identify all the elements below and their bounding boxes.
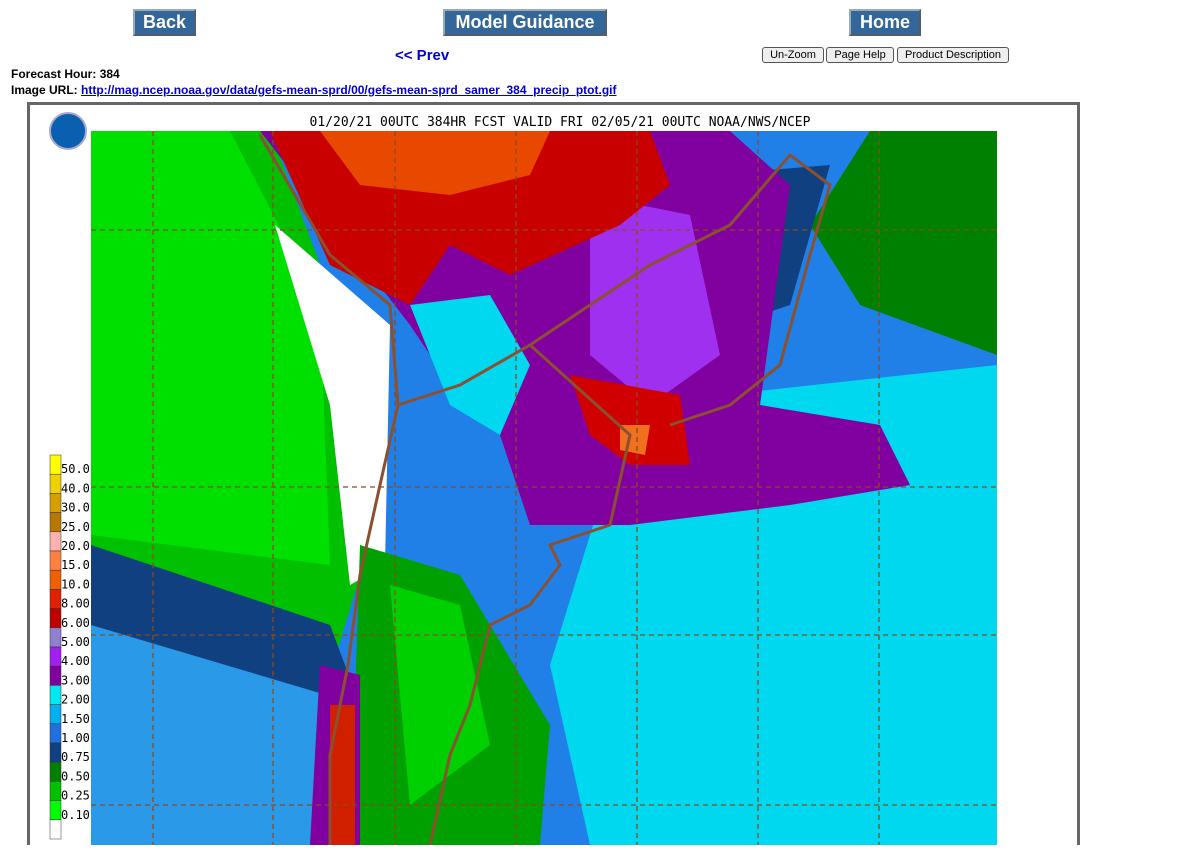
- legend-swatch: [49, 512, 62, 533]
- model-guidance-button[interactable]: Model Guidance: [443, 9, 607, 36]
- product-description-button[interactable]: Product Description: [897, 47, 1009, 63]
- legend-swatch: [49, 685, 62, 705]
- legend-label: 40.0: [61, 481, 90, 495]
- map-frame: 01/20/21 00UTC 384HR FCST VALID FRI 02/0…: [27, 102, 1080, 845]
- legend-label: 1.50: [61, 712, 90, 726]
- back-button[interactable]: Back: [133, 9, 196, 36]
- coastline: [258, 134, 832, 845]
- legend-label: 20.0: [61, 539, 90, 553]
- precip-field: [91, 131, 997, 845]
- legend-label: 0.25: [61, 789, 90, 803]
- legend-label: 5.00: [61, 635, 90, 649]
- legend-label: 0.75: [61, 750, 90, 764]
- legend-label: 6.00: [61, 616, 90, 630]
- legend-label: 0.10: [61, 808, 90, 822]
- legend-swatch: [49, 761, 62, 782]
- legend-swatch: [49, 550, 62, 571]
- legend-swatch: [49, 531, 62, 552]
- legend-label: 30.0: [61, 501, 90, 515]
- legend-swatch: [49, 608, 62, 629]
- legend-swatch: [49, 493, 62, 513]
- legend-label: 3.00: [61, 673, 90, 687]
- legend-label: 2.00: [61, 693, 90, 707]
- legend-swatch: [49, 723, 62, 744]
- label: Forecast Hour:: [11, 67, 97, 81]
- legend-swatch: [49, 704, 62, 725]
- legend-swatch: [49, 665, 62, 686]
- graticule: [91, 131, 997, 845]
- legend-label: 8.00: [61, 597, 90, 611]
- noaa-logo: [49, 112, 87, 150]
- legend: 50.0 40.0 30.0 25.0 20.0 15.0 10.0 8.00 6.00 5.00…: [49, 454, 90, 840]
- legend-label: 25.0: [61, 520, 90, 534]
- legend-label: 50.0: [61, 462, 90, 476]
- legend-label: 1.00: [61, 731, 90, 745]
- page-help-button[interactable]: Page Help: [826, 47, 894, 63]
- value: 384: [99, 67, 120, 81]
- legend-label: 4.00: [61, 654, 90, 668]
- legend-swatch: [49, 569, 62, 590]
- image-url: Image URL: http://mag.ncep.noaa.gov/data…: [11, 83, 617, 97]
- legend-swatch: [49, 454, 62, 475]
- map-title: 01/20/21 00UTC 384HR FCST VALID FRI 02/0…: [310, 115, 811, 130]
- legend-label: 10.0: [61, 577, 90, 591]
- legend-swatch: [49, 646, 62, 667]
- legend-swatch: [49, 627, 62, 648]
- legend-label: 0.50: [61, 769, 90, 783]
- map-image: 01/20/21 00UTC 384HR FCST VALID FRI 02/0…: [49, 112, 997, 845]
- legend-label: 15.0: [61, 558, 90, 572]
- label: Image URL:: [11, 83, 78, 97]
- forecast-hour: Forecast Hour: 384: [11, 67, 120, 81]
- legend-swatch: [49, 742, 62, 763]
- legend-swatch: [49, 800, 62, 821]
- legend-swatch-none: [49, 819, 62, 840]
- unzoom-button[interactable]: Un-Zoom: [762, 47, 824, 63]
- legend-swatch: [49, 589, 62, 609]
- home-button[interactable]: Home: [849, 9, 921, 36]
- legend-swatch: [49, 473, 62, 494]
- prev-link[interactable]: << Prev: [395, 47, 450, 64]
- url-link[interactable]: http://mag.ncep.noaa.gov/data/gefs-mean-…: [81, 83, 617, 97]
- legend-swatch: [49, 781, 62, 801]
